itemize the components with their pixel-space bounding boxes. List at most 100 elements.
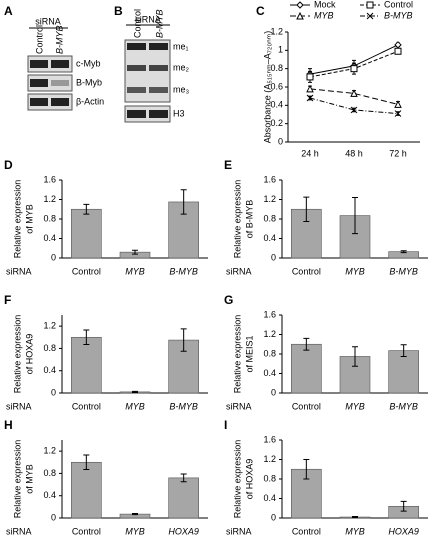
legend-symbol xyxy=(366,12,374,20)
y-tick-label: 0 xyxy=(271,252,276,262)
y-tick-label: 1.2 xyxy=(263,194,276,204)
error-bar xyxy=(303,337,310,351)
row-label: me₁ xyxy=(173,41,189,51)
y-tick-label: 0.2 xyxy=(270,118,283,128)
band xyxy=(30,60,48,68)
row-label: B-Myb xyxy=(76,77,102,87)
row-label: β-Actin xyxy=(76,96,104,106)
row-label: c-Myb xyxy=(76,58,101,68)
y-tick-label: 0.8 xyxy=(43,468,56,478)
y-tick-label: 0.4 xyxy=(43,490,56,500)
marker xyxy=(306,84,314,93)
band xyxy=(127,65,146,71)
error-bar xyxy=(180,189,187,215)
lane-label: B-MYB xyxy=(54,25,64,54)
y-axis-label: of HOXA9 xyxy=(244,459,254,500)
band xyxy=(127,43,146,50)
panel-label: F xyxy=(4,293,11,307)
y-axis-label: Relative expression xyxy=(12,180,22,259)
x-tick-label: B-MYB xyxy=(169,401,198,411)
band xyxy=(51,80,69,86)
error-bar xyxy=(180,473,187,483)
error-bar xyxy=(400,500,407,512)
legend-label: Mock xyxy=(314,0,336,9)
bar xyxy=(168,477,199,519)
panel-label: A xyxy=(4,4,13,18)
error-bar xyxy=(83,203,90,215)
x-tick-label: Control xyxy=(72,266,101,276)
marker xyxy=(306,73,314,81)
row-label: H3 xyxy=(173,108,185,118)
x-tick-label: Control xyxy=(292,266,321,276)
y-tick-label: 0 xyxy=(51,252,56,262)
error-bar xyxy=(400,344,407,357)
blot-header: siRNA xyxy=(35,16,61,26)
y-tick-label: 1.6 xyxy=(263,434,276,444)
band xyxy=(149,43,168,50)
y-axis-label: of MYB xyxy=(24,204,34,234)
x-tick-label: Control xyxy=(72,526,101,536)
lane-label: Control xyxy=(132,9,142,38)
error-bar xyxy=(303,196,310,222)
y-tick-label: 0.4 xyxy=(263,233,276,243)
panel-label: G xyxy=(224,293,233,307)
marker xyxy=(394,110,402,117)
y-axis-label: of MEIS1 xyxy=(244,335,254,372)
y-tick-label: 1.2 xyxy=(270,26,283,36)
y-tick-label: 0.4 xyxy=(270,100,283,110)
error-bar xyxy=(83,329,90,346)
y-tick-label: 1 xyxy=(278,45,283,55)
panel-label: B xyxy=(114,4,123,18)
x-tick-label: MYB xyxy=(125,266,145,276)
y-tick-label: 0.8 xyxy=(263,348,276,358)
blot-a: A siRNA Control B-MYB c-Myb B-Myb β-Acti… xyxy=(4,4,104,111)
y-axis-label: of HOXA9 xyxy=(24,334,34,375)
error-bar xyxy=(180,328,187,352)
y-tick-label: 1.6 xyxy=(263,174,276,184)
legend-label: MYB xyxy=(314,10,334,20)
y-tick-label: 0.8 xyxy=(270,63,283,73)
x-tick-label: B-MYB xyxy=(169,266,198,276)
y-axis-label: Relative expression xyxy=(232,180,242,259)
row-label: me₂ xyxy=(173,62,190,72)
bar xyxy=(71,461,102,519)
error-bar xyxy=(303,459,310,480)
blot-header: siRNA xyxy=(135,14,161,24)
x-tick-label: 72 h xyxy=(389,148,407,158)
error-bar xyxy=(132,390,138,393)
row-label: me₃ xyxy=(173,84,190,94)
error-bar xyxy=(352,346,358,367)
error-bar xyxy=(352,516,358,519)
y-tick-label: 0.6 xyxy=(270,81,283,91)
x-tick-label: MYB xyxy=(125,526,145,536)
band xyxy=(149,87,168,93)
marker xyxy=(394,100,402,108)
y-tick-label: 1.6 xyxy=(43,174,56,184)
bar xyxy=(71,208,102,259)
legend-symbol xyxy=(296,11,304,20)
marker xyxy=(306,94,314,102)
panel-label: H xyxy=(4,418,13,432)
band xyxy=(51,60,69,68)
y-tick-label: 0.4 xyxy=(263,368,276,378)
y-tick-label: 0 xyxy=(51,387,56,397)
x-tick-label: 48 h xyxy=(345,148,363,158)
y-tick-label: 0 xyxy=(51,512,56,522)
x-tick-label: HOXA9 xyxy=(388,526,419,536)
y-tick-label: 0 xyxy=(278,136,283,146)
series-line xyxy=(309,88,399,105)
x-axis-label: siRNA xyxy=(226,266,252,276)
y-tick-label: 0.4 xyxy=(43,365,56,375)
y-axis-label: Absorbance (A₅₁₅ₙₘ–A₇₂₀ₙₘ) xyxy=(262,31,272,144)
bar xyxy=(71,336,102,394)
y-tick-label: 1.2 xyxy=(43,446,56,456)
x-tick-label: HOXA9 xyxy=(168,526,199,536)
x-axis-label: siRNA xyxy=(6,401,32,411)
y-axis-label: of MYB xyxy=(24,464,34,494)
x-tick-label: MYB xyxy=(345,401,365,411)
legend-label: Control xyxy=(384,0,413,9)
y-tick-label: 0.4 xyxy=(43,233,56,243)
x-axis-label: siRNA xyxy=(226,526,252,536)
y-tick-label: 0.8 xyxy=(263,213,276,223)
